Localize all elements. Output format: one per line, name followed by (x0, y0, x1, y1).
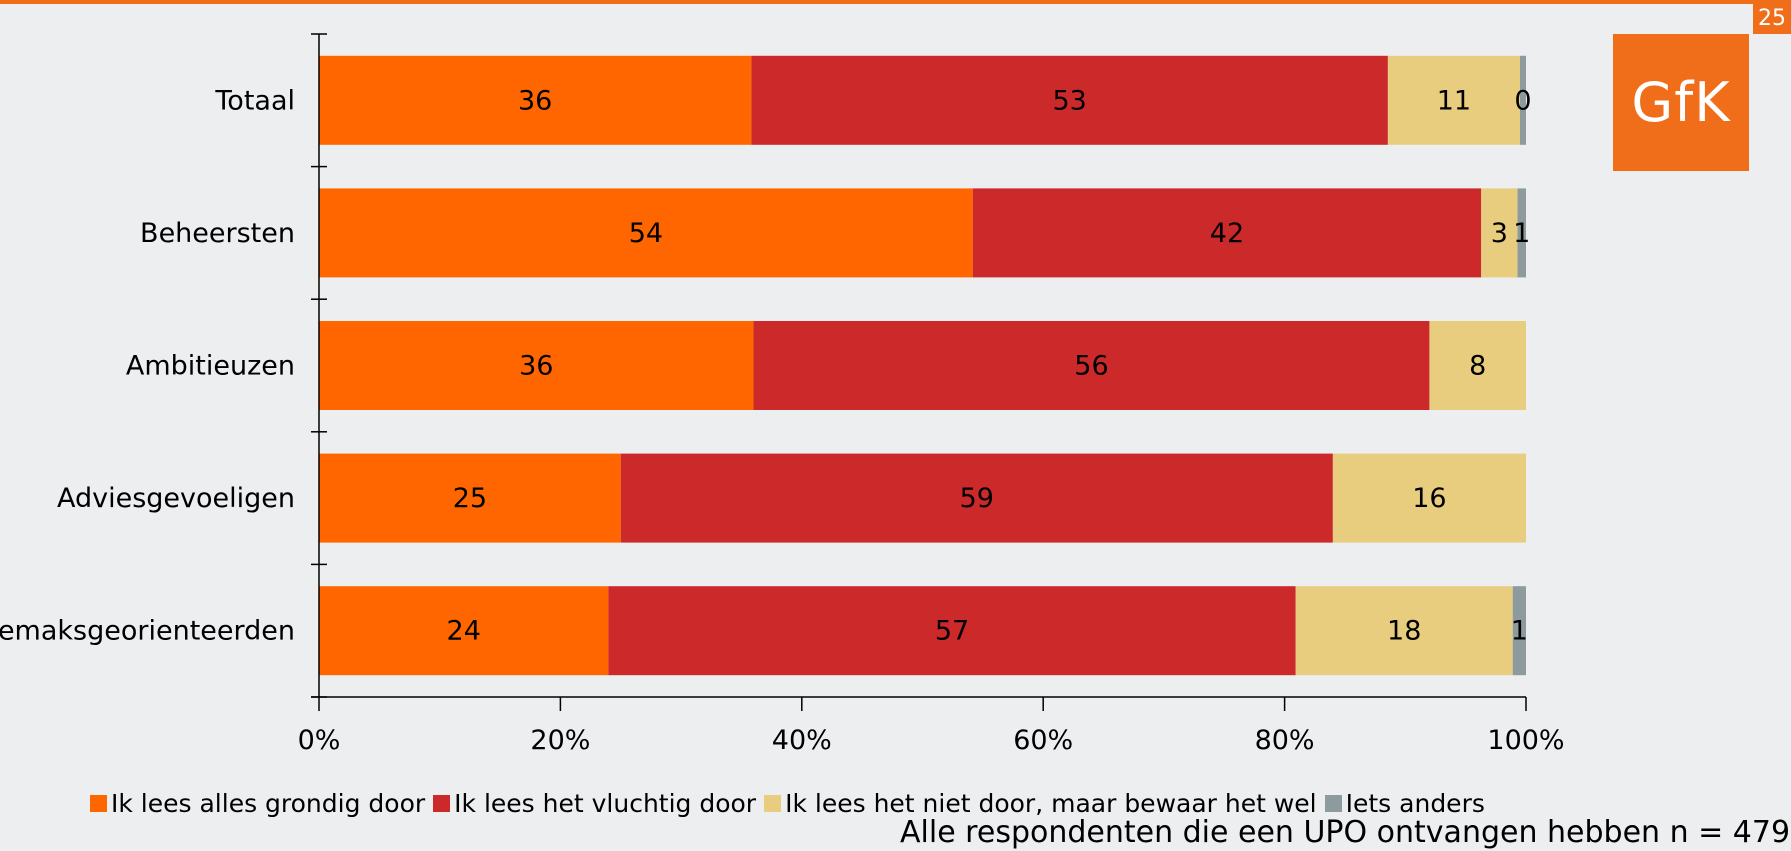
legend-item: Ik lees alles grondig door (90, 789, 425, 818)
data-label: 53 (1052, 85, 1086, 116)
category-label: Ambitieuzen (126, 351, 295, 382)
bar-segment (608, 586, 1296, 676)
gfk-logo: GfK (1613, 34, 1749, 171)
data-label: 56 (1074, 351, 1108, 382)
bar-segment (319, 321, 754, 410)
data-label: 0 (1514, 85, 1531, 116)
data-label: 54 (629, 218, 663, 249)
bar-segment (753, 321, 1430, 410)
x-tick-label: 80% (1255, 725, 1315, 756)
data-label: 36 (519, 351, 553, 382)
bar-segment (1429, 321, 1526, 410)
legend-swatch (1324, 794, 1342, 812)
legend-label: Ik lees alles grondig door (111, 788, 426, 818)
data-label: 36 (518, 85, 552, 116)
bar-segment (1295, 586, 1513, 676)
legend-item: Iets anders (1324, 788, 1485, 818)
data-label: 1 (1511, 616, 1528, 647)
bar-segment (620, 453, 1333, 543)
legend-item: Ik lees het niet door, maar bewaar het w… (764, 789, 1317, 818)
legend-label: Ik lees het vluchtig door (454, 788, 757, 818)
legend-swatch (764, 794, 782, 812)
bar-segment (751, 55, 1388, 145)
data-label: 1 (1513, 218, 1530, 249)
bar-segment (1481, 188, 1518, 278)
data-label: 25 (453, 483, 487, 514)
bar-segment (319, 188, 973, 278)
legend-swatch (433, 794, 451, 812)
data-label: 59 (960, 483, 994, 514)
bar-segment (1519, 55, 1526, 145)
data-label: 42 (1210, 218, 1244, 249)
x-tick-label: 20% (530, 725, 590, 756)
legend-item: Ik lees het vluchtig door (433, 789, 756, 818)
data-label: 16 (1412, 483, 1446, 514)
legend-swatch (90, 794, 107, 812)
legend-label: Ik lees het niet door, maar bewaar het w… (785, 788, 1317, 818)
category-label: Beheersten (140, 218, 295, 249)
top-accent-rule (0, 0, 1791, 4)
data-label: 3 (1491, 218, 1508, 249)
bar-group (319, 55, 1526, 676)
x-tick-label: 0% (298, 725, 341, 756)
bar-segment (1332, 453, 1526, 543)
legend: Ik lees alles grondig door Ik lees het vl… (90, 788, 1493, 818)
bar-segment (1387, 55, 1520, 145)
category-label: Totaal (214, 85, 295, 116)
x-tick-label: 100% (1487, 725, 1564, 756)
bar-segment (1512, 586, 1526, 676)
bar-segment (972, 188, 1482, 278)
x-tick-label: 60% (1013, 725, 1073, 756)
data-label: 18 (1387, 616, 1421, 647)
data-label: 24 (447, 616, 481, 647)
data-label: 8 (1469, 351, 1486, 382)
x-tick-label: 40% (772, 725, 832, 756)
axes-group: Totaal Beheersten Ambitieuzen Adviesgevoeli… (0, 33, 1565, 756)
data-label: 11 (1437, 85, 1471, 116)
bar-segment (319, 453, 621, 543)
footnote: Alle respondenten die een UPO ontvangen … (900, 815, 1791, 850)
category-label: Gemaksgeorienteerden (0, 616, 295, 647)
bar-segment (1517, 188, 1526, 278)
bar-segment (319, 586, 609, 676)
bar-segment (319, 55, 752, 145)
data-label: 57 (935, 616, 969, 647)
page-number: 25 (1753, 4, 1791, 34)
legend-label: Iets anders (1345, 788, 1485, 818)
category-label: Adviesgevoeligen (57, 483, 295, 514)
